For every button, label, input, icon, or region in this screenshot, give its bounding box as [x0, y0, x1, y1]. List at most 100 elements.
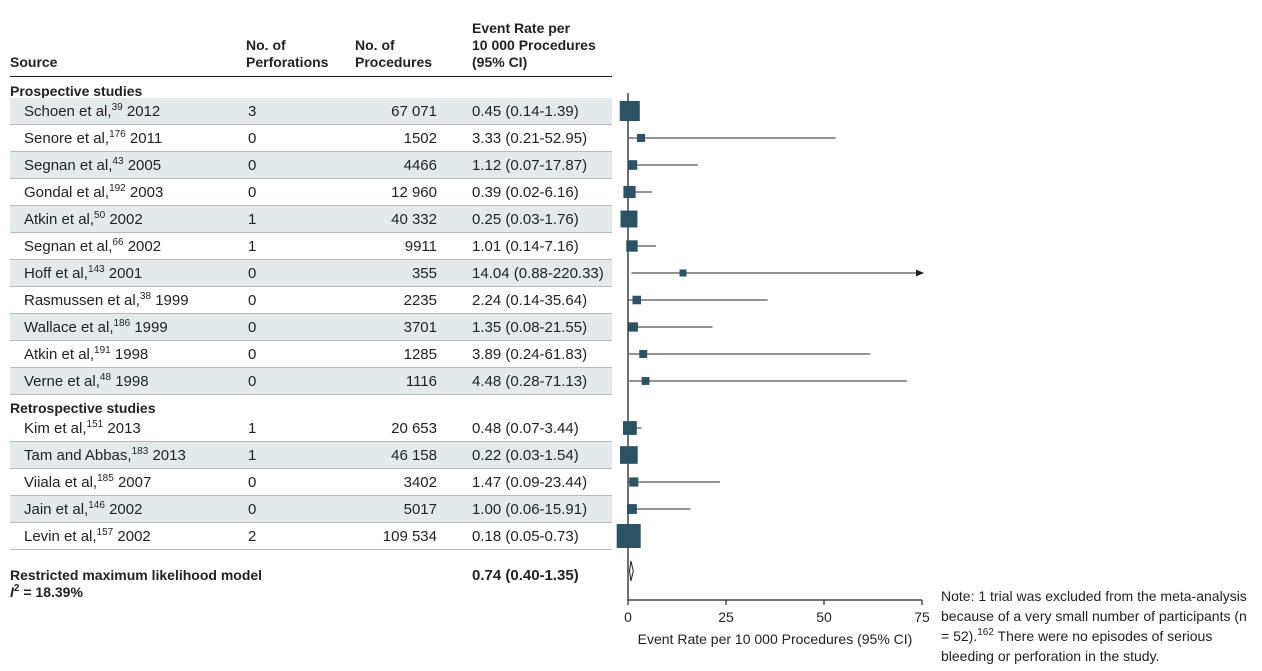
- row-rule: [10, 178, 612, 179]
- study-source: Viiala et al,185 2007: [24, 473, 152, 492]
- row-rule: [10, 522, 612, 523]
- row-rule: [10, 340, 612, 341]
- study-source: Hoff et al,143 2001: [24, 264, 143, 283]
- perforations-cell: 0: [248, 501, 257, 518]
- x-tick-label: 50: [816, 609, 832, 625]
- rate-cell: 1.00 (0.06-15.91): [472, 501, 588, 518]
- study-marker: [641, 377, 650, 385]
- study-source: Rasmussen et al,38 1999: [24, 291, 189, 310]
- study-source: Segnan et al,66 2002: [24, 237, 162, 256]
- procedures-cell: 40 332: [391, 211, 437, 228]
- row-rule: [10, 124, 612, 125]
- study-source: Segnan et al,43 2005: [24, 156, 162, 175]
- study-source: Tam and Abbas,183 2013: [24, 446, 186, 465]
- ci-arrow: [916, 269, 924, 277]
- row-rule: [10, 367, 612, 368]
- row-rule: [10, 313, 612, 314]
- table-row: Atkin et al,50 2002 1 40 332 0.25 (0.03-1.7…: [10, 206, 612, 233]
- study-marker: [619, 100, 640, 122]
- study-source: Senore et al,176 2011: [24, 129, 163, 148]
- table-row: Senore et al,176 2011 0 1502 3.33 (0.21-52.…: [10, 125, 612, 152]
- rate-cell: 4.48 (0.28-71.13): [472, 373, 588, 390]
- table-row: Tam and Abbas,183 2013 1 46 158 0.22 (0.03-…: [10, 442, 612, 469]
- perforations-cell: 0: [248, 130, 257, 147]
- rate-cell: 0.39 (0.02-6.16): [472, 184, 579, 201]
- table-row: Kim et al,151 2013 1 20 653 0.48 (0.07-3.44…: [10, 415, 612, 442]
- procedures-cell: 5017: [403, 501, 437, 518]
- table-row: Segnan et al,43 2005 0 4466 1.12 (0.07-17.8…: [10, 152, 612, 179]
- study-marker: [620, 446, 638, 464]
- procedures-cell: 20 653: [391, 420, 437, 437]
- row-rule: [10, 286, 612, 287]
- procedures-cell: 9911: [404, 238, 437, 255]
- perforations-cell: 0: [248, 319, 257, 336]
- procedures-cell: 3402: [403, 474, 437, 491]
- study-marker: [639, 350, 648, 358]
- study-source: Wallace et al,186 1999: [24, 318, 168, 337]
- table-row: Segnan et al,66 2002 1 9911 1.01 (0.14-7.16…: [10, 233, 612, 260]
- row-rule: [10, 151, 612, 152]
- x-tick-label: 0: [624, 609, 632, 625]
- row-rule: [10, 205, 612, 206]
- study-marker: [629, 477, 639, 487]
- summary-label: Restricted maximum likelihood model: [10, 567, 263, 583]
- procedures-cell: 109 534: [382, 528, 437, 545]
- row-rule: [10, 232, 612, 233]
- perforations-cell: 3: [248, 103, 257, 120]
- perforations-cell: 1: [248, 211, 257, 228]
- row-rule: [10, 259, 612, 260]
- table-row: Wallace et al,186 1999 0 3701 1.35 (0.08-21…: [10, 314, 612, 341]
- rate-cell: 0.18 (0.05-0.73): [472, 528, 579, 545]
- table-row: Verne et al,48 1998 0 1116 4.48 (0.28-71.13…: [10, 368, 612, 395]
- pooled-diamond: [629, 560, 634, 582]
- rate-cell: 0.45 (0.14-1.39): [472, 103, 579, 120]
- header-rule: [10, 76, 612, 77]
- heterogeneity-stat: I2 = 18.39%: [10, 583, 83, 601]
- procedures-cell: 2235: [403, 292, 437, 309]
- summary-rate: 0.74 (0.40-1.35): [472, 567, 579, 584]
- rate-cell: 3.33 (0.21-52.95): [472, 130, 588, 147]
- perforations-cell: 0: [248, 184, 257, 201]
- procedures-cell: 3701: [403, 319, 437, 336]
- study-marker: [622, 421, 637, 435]
- rate-cell: 1.01 (0.14-7.16): [472, 238, 579, 255]
- rate-cell: 1.35 (0.08-21.55): [472, 319, 588, 336]
- rate-cell: 0.25 (0.03-1.76): [472, 211, 579, 228]
- study-marker: [626, 504, 637, 514]
- perforations-cell: 0: [248, 292, 257, 309]
- study-marker: [632, 295, 642, 305]
- table-row: Rasmussen et al,38 1999 0 2235 2.24 (0.14-3…: [10, 287, 612, 314]
- procedures-cell: 46 158: [391, 447, 437, 464]
- group-label: Retrospective studies: [10, 400, 156, 416]
- row-rule: [10, 441, 612, 442]
- table-row: Hoff et al,143 2001 0 355 14.04 (0.88-220.3…: [10, 260, 612, 287]
- study-marker: [626, 240, 638, 252]
- x-tick-label: 75: [914, 609, 930, 625]
- table-row: Viiala et al,185 2007 0 3402 1.47 (0.09-23.…: [10, 469, 612, 496]
- study-source: Verne et al,48 1998: [24, 372, 149, 391]
- table-row: Atkin et al,191 1998 0 1285 3.89 (0.24-61.8…: [10, 341, 612, 368]
- x-tick-label: 25: [718, 609, 734, 625]
- header-procedures: No. of Procedures: [355, 37, 433, 70]
- study-source: Atkin et al,191 1998: [24, 345, 149, 364]
- study-marker: [628, 322, 638, 332]
- rate-cell: 1.12 (0.07-17.87): [472, 157, 588, 174]
- procedures-cell: 4466: [403, 157, 437, 174]
- perforations-cell: 0: [248, 157, 257, 174]
- procedures-cell: 1116: [405, 373, 437, 390]
- row-rule: [10, 468, 612, 469]
- row-rule: [10, 549, 612, 550]
- row-rule: [10, 394, 612, 395]
- group-label: Prospective studies: [10, 83, 143, 99]
- procedures-cell: 67 071: [391, 103, 437, 120]
- perforations-cell: 1: [248, 238, 257, 255]
- table-row: Jain et al,146 2002 0 5017 1.00 (0.06-15.91…: [10, 496, 612, 523]
- table-row: Gondal et al,192 2003 0 12 960 0.39 (0.02-6…: [10, 179, 612, 206]
- study-source: Levin et al,157 2002: [24, 527, 151, 546]
- perforations-cell: 1: [248, 447, 257, 464]
- study-marker: [616, 524, 641, 548]
- rate-cell: 0.48 (0.07-3.44): [472, 420, 579, 437]
- footnote: Note: 1 trial was excluded from the meta…: [941, 588, 1247, 664]
- procedures-cell: 1285: [403, 346, 437, 363]
- study-source: Gondal et al,192 2003: [24, 183, 164, 202]
